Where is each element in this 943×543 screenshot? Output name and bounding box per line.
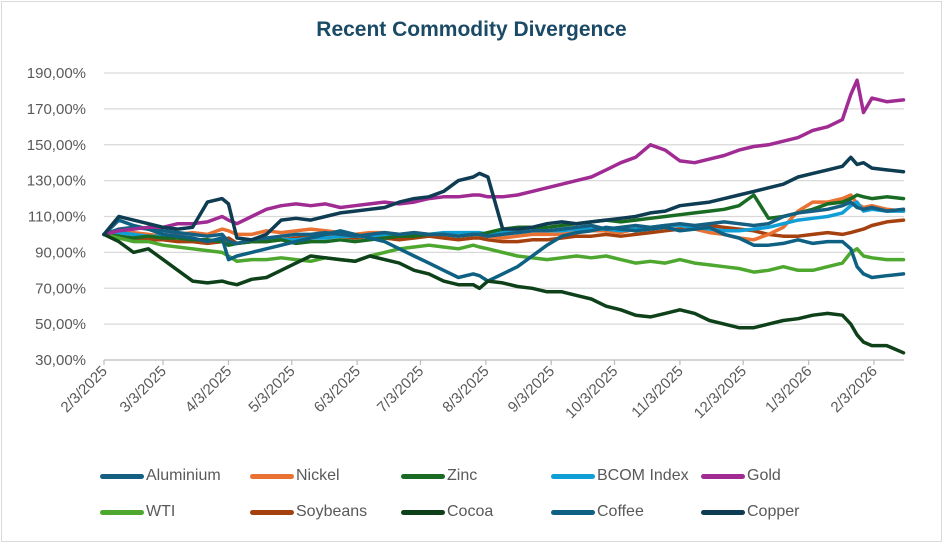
x-tick-label: 3/3/2025 [117,363,170,416]
legend-label: WTI [146,503,176,520]
legend-label: BCOM Index [597,467,689,484]
y-tick-label: 150,00% [27,137,86,154]
series-line-aluminium [102,200,906,246]
legend-item-nickel: Nickel [250,466,340,486]
x-tick-label: 10/3/2025 [562,363,621,422]
legend-label: Soybeans [296,503,368,520]
legend-label: Aluminium [146,467,221,484]
x-tick-label: 6/3/2025 [311,363,364,416]
legend-swatch [250,473,294,479]
legend-label: Cocoa [447,503,494,520]
y-axis: 30,00% 50,00% 70,00% 90,00% 110,00% 130,00% 15… [27,65,86,369]
legend-item-bcom-index: BCOM Index [551,466,689,486]
x-tick-label: 11/3/2025 [628,363,686,421]
legend-item-wti: WTI [100,502,175,522]
legend-label: Copper [747,503,800,520]
legend-swatch [551,473,595,479]
x-tick-label: 1/3/2026 [762,363,815,416]
legend-label: Nickel [296,467,340,484]
x-tick-label: 5/3/2025 [245,363,298,416]
legend-item-aluminium: Aluminium [100,466,221,486]
legend-label: Zinc [447,467,478,484]
legend-swatch [250,509,294,515]
x-tick-label: 7/3/2025 [374,363,427,416]
y-tick-label: 50,00% [35,316,86,333]
series-line-wti [102,232,906,274]
legend-swatch [100,509,144,515]
y-tick-label: 130,00% [27,173,86,190]
legend-item-gold: Gold [701,466,781,486]
legend-item-cocoa: Cocoa [401,502,493,522]
legend-swatch [701,509,745,515]
x-tick-label: 9/3/2025 [505,363,558,416]
y-tick-label: 90,00% [35,244,86,261]
legend-label: Gold [747,467,781,484]
y-tick-label: 30,00% [35,352,86,369]
series-line-copper [102,155,906,242]
chart-title: Recent Commodity Divergence [316,18,627,41]
legend-swatch [551,509,595,515]
y-tick-label: 70,00% [35,280,86,297]
series-line-gold [102,78,906,237]
legend-swatch [401,509,445,515]
x-tick-label: 4/3/2025 [182,363,235,416]
x-tick-label: 2/3/2025 [58,363,111,416]
legend-swatch [401,473,445,479]
x-tick-label: 2/3/2026 [828,363,881,416]
series-line-coffee [102,218,906,283]
x-tick-label: 12/3/2025 [691,363,750,422]
x-axis: 2/3/2025 3/3/2025 4/3/2025 5/3/2025 6/3/2025… [58,359,904,422]
y-tick-label: 110,00% [28,209,86,226]
legend-item-zinc: Zinc [401,466,477,486]
legend-swatch [100,473,144,479]
y-tick-label: 170,00% [27,101,86,118]
legend-item-copper: Copper [701,502,799,522]
legend-item-coffee: Coffee [551,502,644,522]
series-line-cocoa [102,232,906,355]
legend-swatch [701,473,745,479]
series-lines [102,78,906,355]
legend-item-soybeans: Soybeans [250,502,367,522]
legend-label: Coffee [597,503,644,520]
x-tick-label: 8/3/2025 [439,363,492,416]
y-tick-label: 190,00% [27,65,86,82]
